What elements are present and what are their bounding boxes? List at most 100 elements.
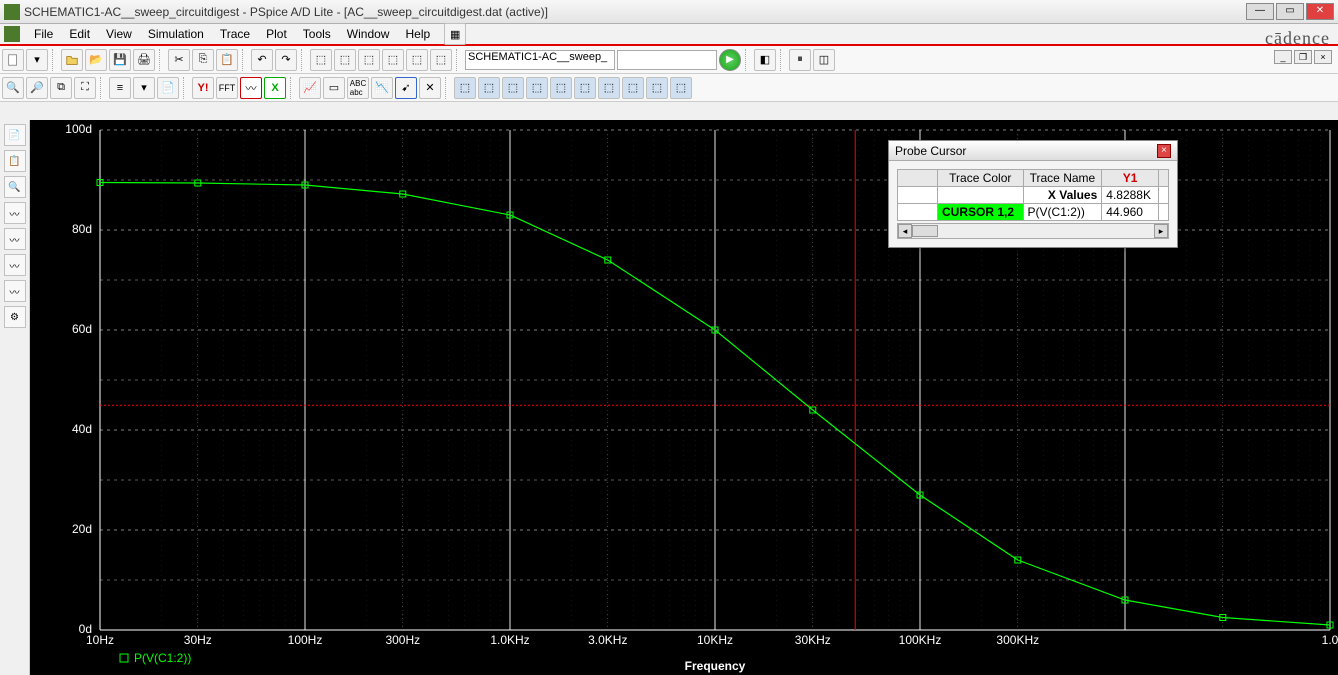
simulation-input[interactable] [617,50,717,70]
fft-icon[interactable]: FFT [216,77,238,99]
plot-area[interactable]: 0d20d40d60d80d100d10Hz30Hz100Hz300Hz1.0K… [30,120,1338,675]
svg-text:100KHz: 100KHz [899,633,942,647]
cursor2-icon[interactable]: ⬚ [478,77,500,99]
probe-cursor-window[interactable]: Probe Cursor × Trace ColorTrace NameY1 X… [888,140,1178,248]
marker5-icon[interactable]: ⬚ [406,49,428,71]
scroll-right-icon[interactable]: ▸ [1154,224,1168,238]
side-wave3-icon[interactable]: 〰 [4,254,26,276]
perf-icon[interactable]: 〰 [240,77,262,99]
run-button[interactable]: ▶ [719,49,741,71]
pointer-icon[interactable]: ➹ [395,77,417,99]
svg-text:10Hz: 10Hz [86,633,114,647]
scroll-thumb[interactable] [912,225,938,237]
marker3-icon[interactable]: ⬚ [358,49,380,71]
probe-scrollbar[interactable]: ◂ ▸ [897,223,1169,239]
scroll-left-icon[interactable]: ◂ [898,224,912,238]
marker1-icon[interactable]: ⬚ [310,49,332,71]
probe-close-icon[interactable]: × [1157,144,1171,158]
cursor3-icon[interactable]: ⬚ [502,77,524,99]
zoom-area-icon[interactable]: ⧉ [50,77,72,99]
svg-text:30Hz: 30Hz [184,633,212,647]
redo-icon[interactable]: ↷ [275,49,297,71]
text-icon[interactable]: 📄 [157,77,179,99]
svg-text:20d: 20d [72,522,92,536]
marker4-icon[interactable]: ⬚ [382,49,404,71]
log-icon[interactable]: ≡ [109,77,131,99]
pause-icon[interactable]: ⏸ [789,49,811,71]
cursor7-icon[interactable]: ⬚ [598,77,620,99]
side-out-icon[interactable]: 📋 [4,150,26,172]
menu-file[interactable]: File [26,25,61,43]
menu-extra-icon[interactable]: ▦ [444,23,466,45]
svg-text:300KHz: 300KHz [996,633,1039,647]
minimize-button[interactable]: — [1246,3,1274,20]
excel-icon[interactable]: X [264,77,286,99]
eval-icon[interactable]: ▭ [323,77,345,99]
cut-icon[interactable]: ✂ [168,49,190,71]
cursor8-icon[interactable]: ⬚ [622,77,644,99]
mark-icon[interactable]: ✕ [419,77,441,99]
menu-edit[interactable]: Edit [61,25,98,43]
marker2-icon[interactable]: ⬚ [334,49,356,71]
mdi-close[interactable]: × [1314,50,1332,64]
side-wave4-icon[interactable]: 〰 [4,280,26,302]
maximize-button[interactable]: ▭ [1276,3,1304,20]
svg-text:1.0KHz: 1.0KHz [490,633,529,647]
mdi-restore[interactable]: ❐ [1294,50,1312,64]
menu-help[interactable]: Help [397,25,438,43]
side-net-icon[interactable]: 🔍 [4,176,26,198]
open-plus-icon[interactable]: 📂 [85,49,107,71]
cursor10-icon[interactable]: ⬚ [670,77,692,99]
probe-titlebar[interactable]: Probe Cursor × [889,141,1177,161]
new-icon[interactable] [2,49,24,71]
cadence-brand: cādence [1265,28,1330,49]
side-opt-icon[interactable]: ⚙ [4,306,26,328]
col-trace-name: Trace Name [1023,170,1102,187]
close-button[interactable]: ✕ [1306,3,1334,20]
paste-icon[interactable]: 📋 [216,49,238,71]
menu-bar: FileEditViewSimulationTracePlotToolsWind… [0,24,1338,46]
tool-a-icon[interactable]: ◧ [754,49,776,71]
menu-view[interactable]: View [98,25,140,43]
menu-window[interactable]: Window [339,25,398,43]
cursor6-icon[interactable]: ⬚ [574,77,596,99]
cursor9-icon[interactable]: ⬚ [646,77,668,99]
menu-plot[interactable]: Plot [258,25,295,43]
cursor4-icon[interactable]: ⬚ [526,77,548,99]
simulation-name-field[interactable]: SCHEMATIC1-AC__sweep_ [465,50,615,70]
copy-icon[interactable]: ⎘ [192,49,214,71]
dropdown-icon[interactable]: ▾ [26,49,48,71]
y-icon[interactable]: Y! [192,77,214,99]
log-drop-icon[interactable]: ▾ [133,77,155,99]
trace-icon[interactable]: 📈 [299,77,321,99]
svg-text:80d: 80d [72,222,92,236]
stop-icon[interactable]: ◫ [813,49,835,71]
zoom-fit-icon[interactable]: ⛶ [74,77,96,99]
cursor1-icon[interactable]: ⬚ [454,77,476,99]
zoom-out-icon[interactable]: 🔎 [26,77,48,99]
svg-text:3.0KHz: 3.0KHz [588,633,627,647]
save-icon[interactable]: 💾 [109,49,131,71]
svg-text:1.0: 1.0 [1322,633,1338,647]
toolbar-row-2: 🔍 🔎 ⧉ ⛶ ≡ ▾ 📄 Y! FFT 〰 X 📈 ▭ ABCabc 📉 ➹ … [0,74,1338,102]
side-wave1-icon[interactable]: 〰 [4,202,26,224]
cursor5-icon[interactable]: ⬚ [550,77,572,99]
side-log-icon[interactable]: 📄 [4,124,26,146]
undo-icon[interactable]: ↶ [251,49,273,71]
probe-table: Trace ColorTrace NameY1 X Values4.8288K … [897,169,1169,221]
zoom-in-icon[interactable]: 🔍 [2,77,24,99]
mdi-min[interactable]: _ [1274,50,1292,64]
menu-simulation[interactable]: Simulation [140,25,212,43]
marker6-icon[interactable]: ⬚ [430,49,452,71]
side-wave2-icon[interactable]: 〰 [4,228,26,250]
open-icon[interactable] [61,49,83,71]
svg-text:300Hz: 300Hz [385,633,420,647]
axis-icon[interactable]: 📉 [371,77,393,99]
window-title: SCHEMATIC1-AC__sweep_circuitdigest - PSp… [24,5,1246,19]
menu-tools[interactable]: Tools [295,25,339,43]
print-icon[interactable]: 🖨 [133,49,155,71]
abc-icon[interactable]: ABCabc [347,77,369,99]
doc-icon [4,26,20,42]
svg-text:100d: 100d [65,122,92,136]
menu-trace[interactable]: Trace [212,25,258,43]
